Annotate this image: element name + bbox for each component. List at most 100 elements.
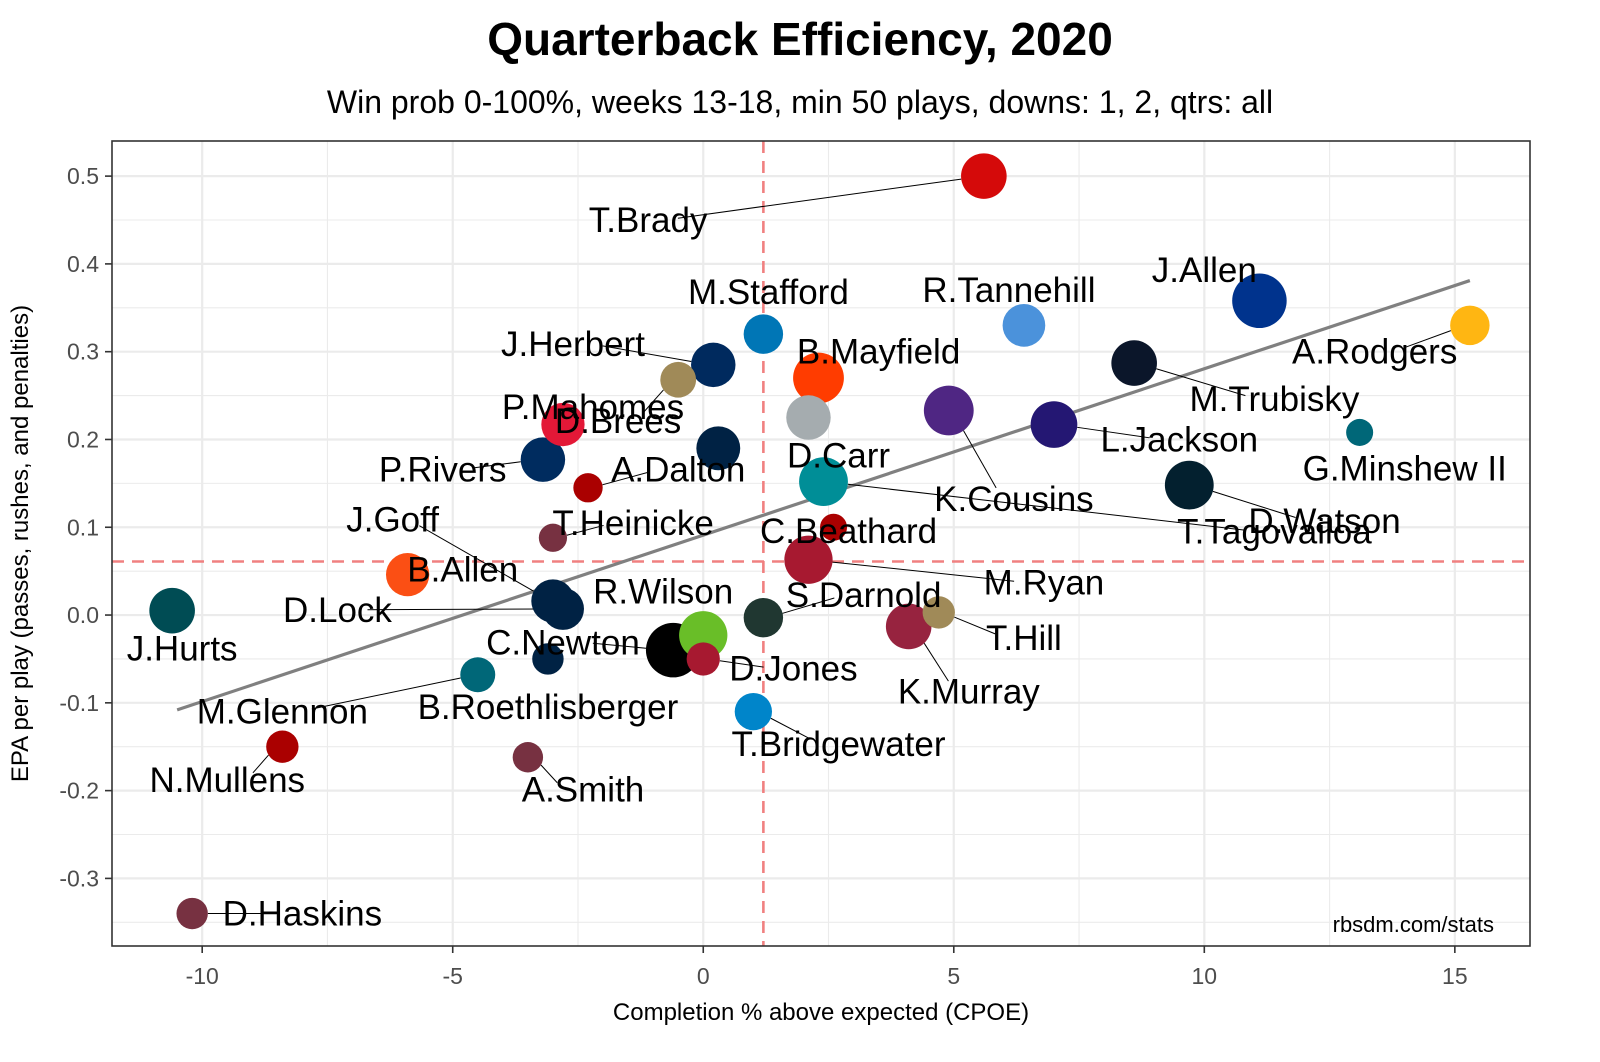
- axes: -10 -5 0 5 10 15 -0.3 -0.2 -0.1 0.0 0.1 0.2 0.3 0.4 0.…: [59, 163, 1467, 989]
- label-leader-line: [847, 483, 1245, 531]
- data-point: [573, 473, 603, 503]
- label-leader-line: [832, 561, 1015, 582]
- data-point: [743, 314, 784, 354]
- data-point: [541, 402, 585, 447]
- point-label: M.Trubisky: [1190, 380, 1360, 419]
- point-label: C.Beathard: [760, 512, 937, 551]
- point-label: T.Brady: [589, 201, 708, 240]
- y-axis-title: EPA per play (passes, rushes, and penalt…: [7, 305, 34, 782]
- data-point: [1450, 305, 1490, 346]
- label-leader-line: [419, 525, 534, 592]
- chart-subtitle: Win prob 0-100%, weeks 13-18, min 50 pla…: [326, 84, 1274, 120]
- label-leader-line: [782, 597, 835, 614]
- plot-panel-border: [111, 140, 1531, 947]
- point-label: M.Ryan: [984, 564, 1105, 603]
- data-point: [922, 596, 955, 629]
- point-label: K.Cousins: [934, 480, 1094, 519]
- y-tick-label: 0.4: [67, 251, 99, 277]
- label-leader-line: [1077, 426, 1150, 439]
- point-label: M.Glennon: [197, 693, 368, 732]
- point-label: D.Watson: [1248, 502, 1400, 541]
- data-point: [961, 153, 1007, 199]
- data-point: [460, 657, 496, 693]
- label-leader-line: [677, 178, 962, 219]
- y-tick-label: 0.1: [67, 514, 99, 540]
- data-points: [149, 153, 1490, 930]
- data-point: [176, 897, 208, 930]
- data-point: [786, 395, 831, 440]
- x-tick-label: 10: [1192, 963, 1218, 989]
- label-leader-line: [719, 660, 764, 668]
- point-label: B.Roethlisberger: [418, 688, 679, 727]
- y-tick-label: 0.2: [67, 426, 99, 452]
- point-label: G.Minshew II: [1303, 449, 1507, 488]
- data-point: [923, 385, 974, 436]
- point-label: R.Wilson: [593, 572, 733, 611]
- label-leader-line: [642, 389, 664, 414]
- data-point: [885, 603, 932, 650]
- point-label: D.Jones: [729, 650, 857, 689]
- data-point: [679, 611, 728, 660]
- label-leader-line: [592, 642, 647, 649]
- label-leader-line: [1212, 490, 1296, 518]
- grid-lines: [112, 141, 1530, 946]
- point-label: A.Dalton: [611, 450, 745, 489]
- data-point: [799, 457, 848, 507]
- chart-title: Quarterback Efficiency, 2020: [487, 13, 1113, 65]
- point-label: T.Bridgewater: [732, 725, 946, 764]
- x-tick-label: -10: [186, 963, 219, 989]
- label-leader-line: [963, 430, 997, 489]
- data-point: [1232, 273, 1287, 329]
- point-label: T.Heinicke: [552, 504, 713, 543]
- data-point: [1164, 460, 1214, 510]
- source-caption: rbsdm.com/stats: [1333, 912, 1494, 937]
- label-leader-line: [540, 764, 558, 783]
- point-label: D.Brees: [555, 402, 681, 441]
- data-point: [1002, 304, 1046, 347]
- data-point: [520, 437, 566, 482]
- point-label: J.Herbert: [501, 325, 645, 364]
- x-tick-label: 15: [1442, 963, 1468, 989]
- point-label: T.Hill: [986, 619, 1062, 658]
- point-label: A.Smith: [522, 771, 645, 810]
- point-label: P.Rivers: [379, 450, 507, 489]
- data-point: [784, 535, 833, 584]
- point-label: T.Tagovailoa: [1177, 513, 1372, 552]
- y-tick-label: -0.1: [59, 690, 99, 716]
- y-tick-label: 0.5: [67, 163, 99, 189]
- label-leader-line: [770, 717, 811, 740]
- data-point: [541, 587, 584, 630]
- point-label: R.Tannehill: [922, 271, 1095, 310]
- label-leader-line: [602, 345, 692, 363]
- data-point: [266, 730, 299, 763]
- data-point: [686, 642, 720, 676]
- label-leader-line: [1403, 330, 1452, 349]
- point-label: N.Mullens: [149, 761, 305, 800]
- label-leader-line: [1156, 368, 1246, 397]
- data-point: [1030, 401, 1078, 448]
- label-leader-line: [252, 754, 269, 774]
- label-leader-line: [602, 471, 649, 486]
- point-label: C.Newton: [486, 623, 640, 662]
- x-tick-label: -5: [442, 963, 462, 989]
- y-tick-label: 0.0: [67, 602, 99, 628]
- point-label: D.Haskins: [223, 895, 382, 934]
- point-label: J.Hurts: [127, 629, 238, 668]
- point-label: S.Darnold: [786, 576, 942, 615]
- point-label: D.Carr: [787, 436, 890, 475]
- label-leader-line: [923, 642, 949, 682]
- label-leader-line: [311, 677, 461, 710]
- label-leaders: [207, 178, 1452, 915]
- x-tick-label: 0: [697, 963, 710, 989]
- point-label: J.Allen: [1152, 251, 1257, 290]
- x-tick-label: 5: [947, 963, 960, 989]
- point-label: K.Murray: [898, 672, 1040, 711]
- y-tick-label: 0.3: [67, 339, 99, 365]
- point-label: D.Lock: [283, 591, 392, 630]
- data-point: [691, 342, 736, 388]
- data-point: [743, 597, 784, 638]
- x-axis-title: Completion % above expected (CPOE): [613, 999, 1029, 1026]
- point-label: B.Mayfield: [797, 333, 960, 372]
- data-point: [696, 426, 741, 471]
- point-label: M.Stafford: [688, 273, 849, 312]
